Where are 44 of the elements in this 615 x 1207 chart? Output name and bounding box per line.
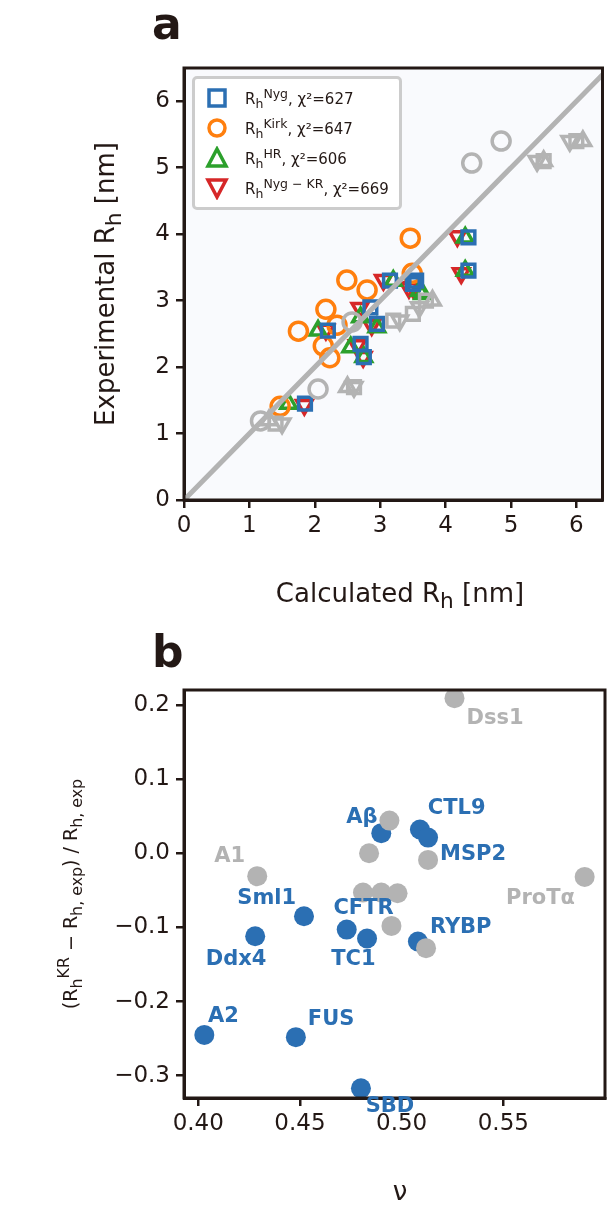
y-tick-label: 1 — [155, 418, 170, 445]
x-tick-label: 0.40 — [172, 1108, 224, 1135]
legend-label: R$_{h}$$^{HR}$, χ²=606 — [245, 145, 347, 171]
y-tick-label: 3 — [155, 285, 170, 312]
y-tick-label: 5 — [155, 152, 170, 179]
annotation: A2 — [208, 1003, 239, 1028]
x-tick-label: 0.45 — [274, 1108, 326, 1135]
y-tick-label: 0 — [155, 484, 170, 511]
y-tick-label: −0.3 — [114, 1060, 170, 1087]
y-tick-label: 2 — [155, 352, 170, 379]
legend-label: R$_{h}$$^{Nyg}$, χ²=627 — [245, 85, 354, 111]
x-axis-title: ν — [392, 1176, 408, 1206]
chart-title: a — [152, 0, 182, 49]
annotation: Aβ — [346, 803, 378, 828]
x-tick-label: 5 — [503, 510, 519, 537]
annotation: Dss1 — [466, 704, 524, 729]
y-tick-label: −0.2 — [114, 986, 170, 1013]
x-tick-label: 6 — [569, 510, 584, 537]
x-axis-title: Calculated R$_{h}$ [nm] — [275, 578, 525, 614]
x-tick-label: 4 — [438, 510, 453, 537]
x-tick-label: 0.55 — [477, 1108, 529, 1135]
annotation: Ddx4 — [205, 945, 267, 970]
x-tick-label: 2 — [307, 510, 323, 537]
y-tick-label: 6 — [155, 86, 170, 113]
y-tick-label: 4 — [155, 219, 170, 246]
annotation: RYBP — [429, 913, 492, 938]
annotation: ProTα — [506, 885, 575, 910]
y-tick-label: 0.0 — [133, 838, 170, 865]
annotation: FUS — [307, 1005, 355, 1030]
annotation: Sml1 — [237, 884, 297, 909]
annotation: TC1 — [331, 945, 376, 970]
y-tick-label: 0.1 — [133, 763, 170, 790]
x-tick-label: 0 — [176, 510, 192, 537]
chart-title: b — [152, 626, 184, 677]
y-tick-label: 0.2 — [133, 689, 170, 716]
annotation: MSP2 — [440, 841, 507, 866]
x-tick-label: 3 — [372, 510, 388, 537]
annotation: CFTR — [333, 895, 394, 920]
legend-label: R$_{h}$$^{Nyg − KR}$, χ²=669 — [245, 175, 389, 201]
legend-label: R$_{h}$$^{Kirk}$, χ²=647 — [245, 115, 353, 141]
y-tick-label: −0.1 — [114, 912, 170, 939]
annotation: CTL9 — [427, 794, 486, 819]
annotation: A1 — [214, 842, 246, 867]
x-tick-label: 1 — [242, 510, 257, 537]
